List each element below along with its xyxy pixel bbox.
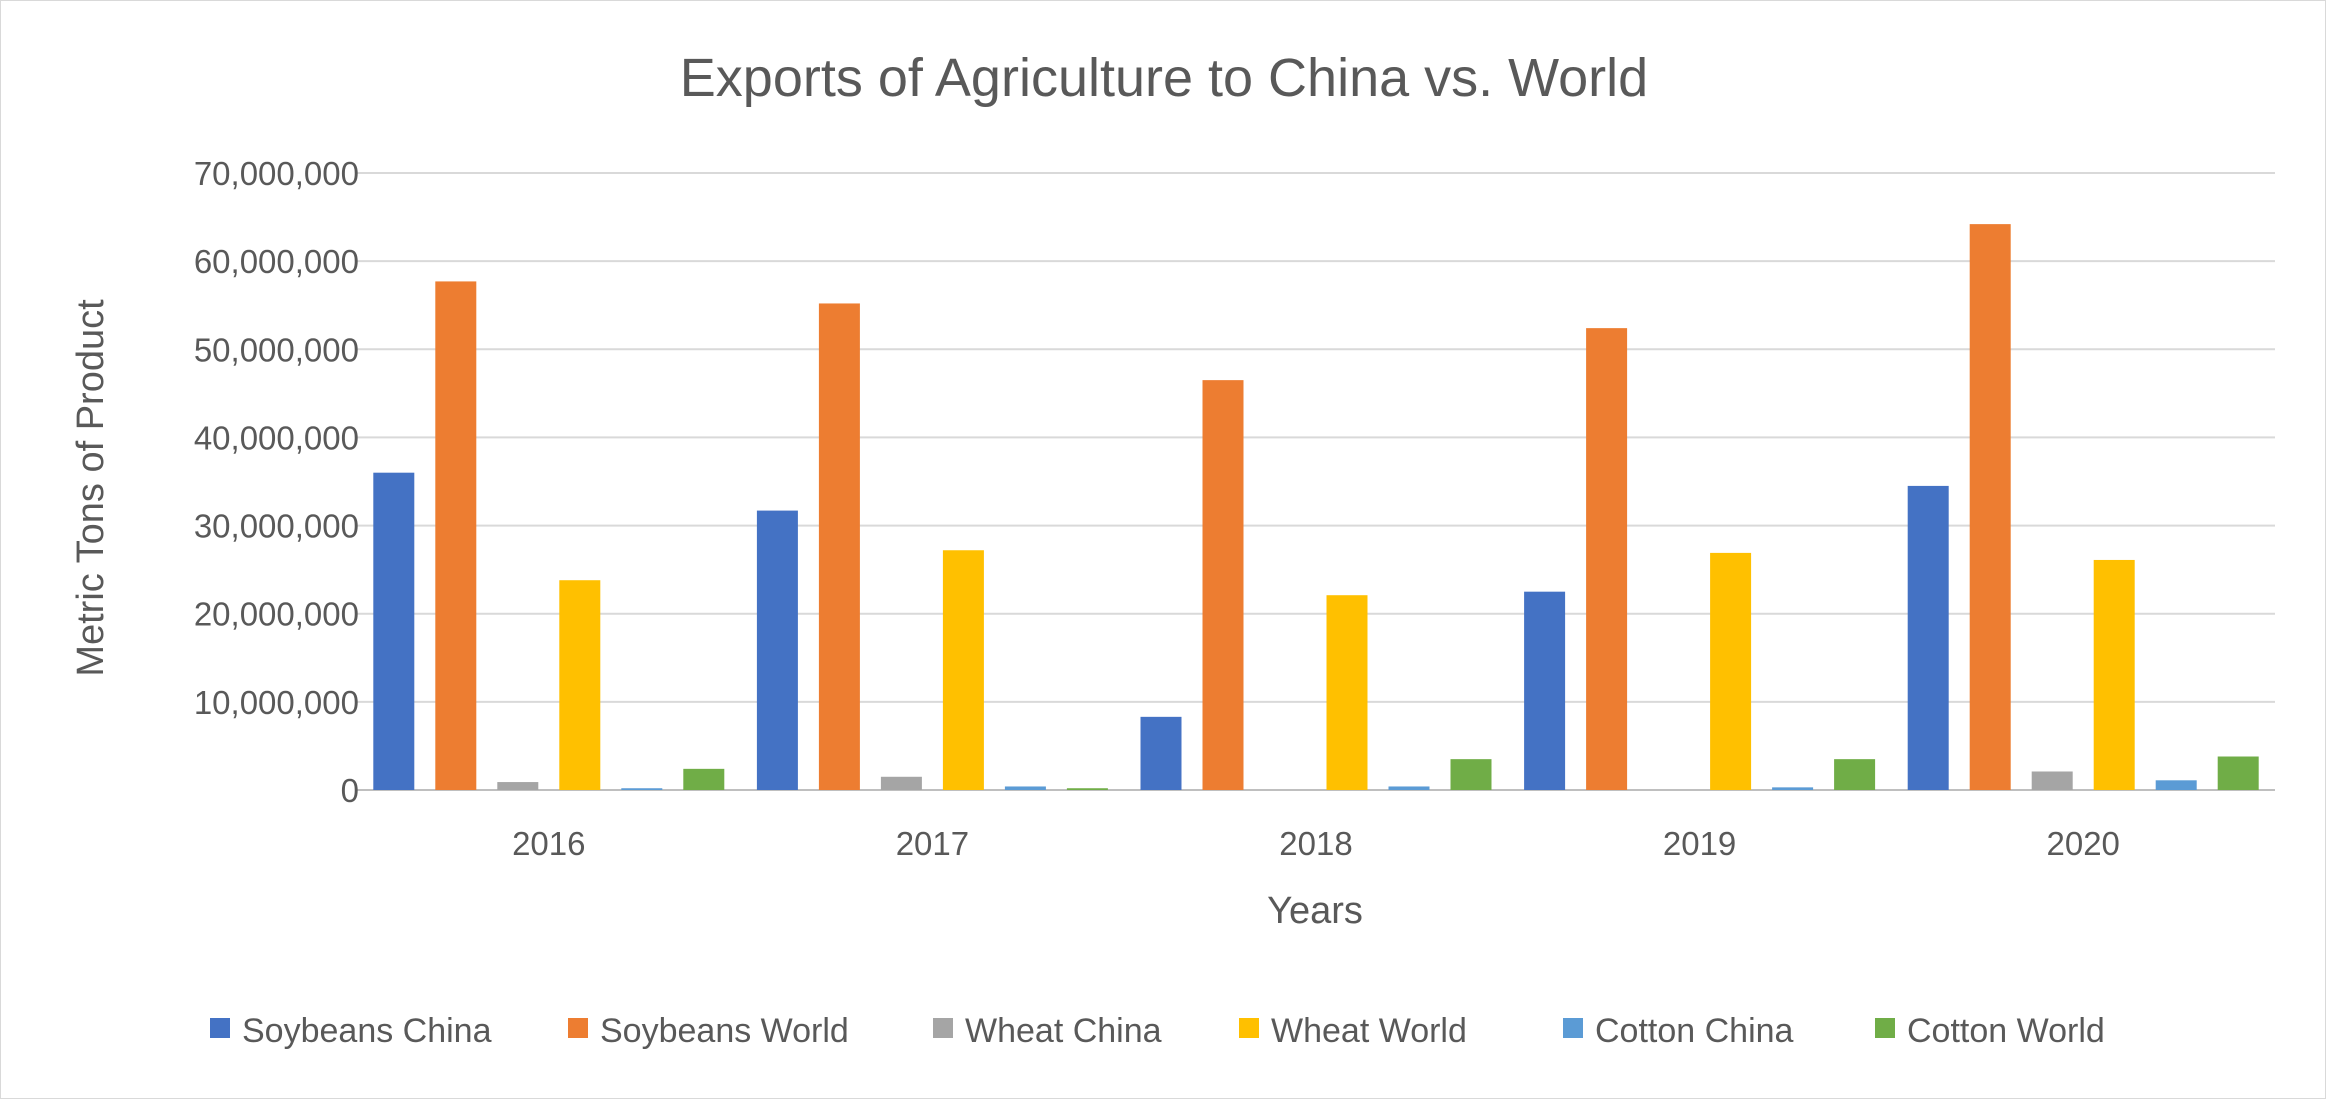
bar [497,782,539,790]
legend-label: Cotton World [1907,1012,2105,1050]
y-axis-title: Metric Tons of Product [70,299,112,677]
x-axis-tick-labels: 2016 2017 2018 2019 2020 [512,825,2120,862]
y-tick-label: 20,000,000 [194,596,359,633]
bar [2031,771,2073,790]
bar [373,472,415,790]
bar [1066,788,1108,790]
bar [880,776,922,790]
x-axis-title: Years [1267,890,1363,932]
bar [1004,786,1046,790]
legend-swatch [1239,1018,1259,1038]
bar [2217,756,2259,790]
bar [756,510,798,790]
legend-swatch [210,1018,230,1038]
bar [942,550,984,790]
y-tick-label: 60,000,000 [194,243,359,280]
bar [1710,552,1752,790]
x-tick-label: 2017 [896,825,969,862]
chart-title: Exports of Agriculture to China vs. Worl… [680,48,1648,108]
y-tick-label: 0 [341,772,359,809]
bar [559,580,601,790]
bar [2093,559,2135,790]
bar [1326,595,1368,790]
legend-label: Soybeans China [242,1012,492,1050]
y-tick-label: 70,000,000 [194,155,359,192]
legend: Soybeans China Soybeans World Wheat China W… [210,1012,2105,1050]
bar [1907,485,1949,790]
bar [435,281,477,790]
legend-swatch [1875,1018,1895,1038]
bar [1772,787,1814,790]
bar [1388,786,1430,790]
x-tick-label: 2018 [1279,825,1352,862]
x-tick-label: 2019 [1663,825,1736,862]
bar [1834,759,1876,790]
bar [1450,759,1492,790]
y-axis-tick-labels: 0 10,000,000 20,000,000 30,000,000 40,000,00… [194,155,359,809]
gridlines [357,172,2275,791]
legend-swatch [1563,1018,1583,1038]
bar [1140,716,1182,790]
y-tick-label: 40,000,000 [194,419,359,456]
bar [2155,780,2197,790]
y-tick-label: 30,000,000 [194,508,359,545]
bar [1524,591,1566,790]
legend-swatch [933,1018,953,1038]
legend-label: Cotton China [1595,1012,1794,1050]
bar [1969,224,2011,790]
bars [373,224,2259,790]
bar [683,768,725,790]
x-tick-label: 2020 [2046,825,2119,862]
legend-label: Wheat World [1271,1012,1467,1050]
bar [1586,328,1628,790]
x-tick-label: 2016 [512,825,585,862]
bar [621,788,663,790]
bar [1202,380,1244,790]
y-tick-label: 10,000,000 [194,684,359,721]
legend-label: Soybeans World [600,1012,849,1050]
bar [818,303,860,790]
legend-swatch [568,1018,588,1038]
y-tick-label: 50,000,000 [194,331,359,368]
legend-label: Wheat China [965,1012,1162,1050]
